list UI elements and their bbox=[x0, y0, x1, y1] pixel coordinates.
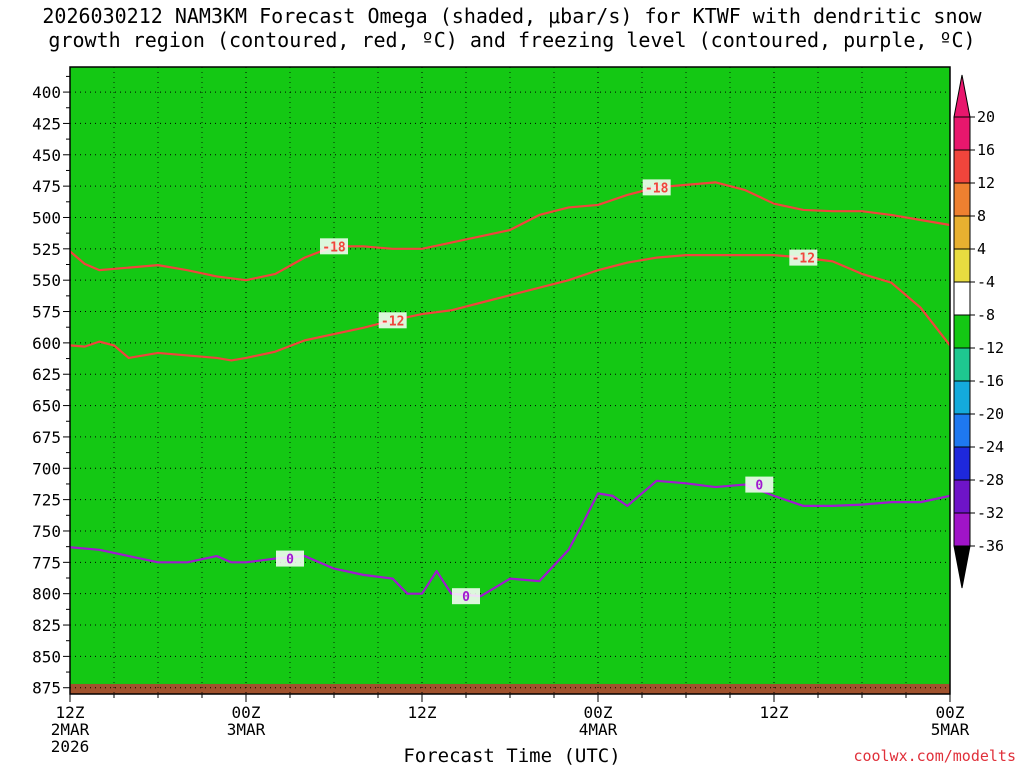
x-tick-label: 3MAR bbox=[227, 720, 266, 739]
contour-line bbox=[70, 181, 950, 282]
colorbar-top-cap bbox=[953, 74, 971, 118]
colorbar-segment bbox=[953, 182, 971, 217]
colorbar-label: -32 bbox=[977, 504, 1004, 522]
y-tick-label: 825 bbox=[32, 616, 61, 635]
colorbar-segment bbox=[953, 215, 971, 250]
y-tick-label: 450 bbox=[32, 146, 61, 165]
contour-label-bg bbox=[642, 179, 671, 196]
contour-line bbox=[70, 254, 950, 362]
omega-shade-cell bbox=[70, 67, 950, 594]
colorbar-label: -8 bbox=[977, 306, 995, 324]
y-tick-label: 550 bbox=[32, 271, 61, 290]
contour-label: -12 bbox=[381, 314, 404, 329]
y-tick-label: 700 bbox=[32, 459, 61, 478]
contour-lines-layer: -18 -18 -12 -12 0 0 0 bbox=[70, 179, 950, 605]
colorbar-segment bbox=[953, 314, 971, 349]
colorbar-segment bbox=[953, 149, 971, 184]
contour-line bbox=[70, 479, 950, 598]
contour-label-bg bbox=[745, 476, 774, 493]
title-line-2: growth region (contoured, red, ºC) and f… bbox=[48, 28, 976, 52]
colorbar-segment bbox=[953, 446, 971, 481]
colorbar-label: 8 bbox=[977, 207, 986, 225]
y-tick-label: 500 bbox=[32, 208, 61, 227]
chart-title: 2026030212 NAM3KM Forecast Omega (shaded… bbox=[0, 4, 1024, 52]
colorbar: 20 16 12 8 4 -4 -8 -12 -16 -20 -24 -28 -32 -36 bbox=[953, 74, 1004, 589]
y-tick-label: 800 bbox=[32, 585, 61, 604]
contour-label-bg bbox=[276, 550, 304, 567]
x-tick-label: 00Z bbox=[584, 703, 613, 722]
title-line-1: 2026030212 NAM3KM Forecast Omega (shaded… bbox=[42, 4, 982, 28]
x-tick-label: 2MAR bbox=[51, 720, 90, 739]
colorbar-label: 16 bbox=[977, 141, 995, 159]
x-tick-label: 12Z bbox=[760, 703, 789, 722]
colorbar-label: -36 bbox=[977, 537, 1004, 555]
colorbar-bottom-cap bbox=[953, 545, 971, 589]
colorbar-label: -4 bbox=[977, 273, 995, 291]
colorbar-segment bbox=[953, 413, 971, 448]
y-tick-label: 750 bbox=[32, 522, 61, 541]
y-tick-label: 725 bbox=[32, 491, 61, 510]
contour-label-bg bbox=[378, 312, 407, 329]
contour-label: 0 bbox=[755, 479, 763, 494]
colorbar-segment bbox=[953, 512, 971, 547]
colorbar-label: -24 bbox=[977, 438, 1004, 456]
colorbar-segment bbox=[953, 347, 971, 382]
y-tick-label: 625 bbox=[32, 365, 61, 384]
x-tick-label: 5MAR bbox=[931, 720, 970, 739]
y-axis: 400 425 450 475 500 525 550 575 600 625 650 675 700 7… bbox=[32, 75, 70, 698]
x-tick-label: 12Z bbox=[56, 703, 85, 722]
x-axis-label: Forecast Time (UTC) bbox=[403, 745, 621, 767]
y-tick-label: 475 bbox=[32, 177, 61, 196]
y-tick-label: 775 bbox=[32, 553, 61, 572]
y-tick-label: 575 bbox=[32, 303, 61, 322]
contour-label: -18 bbox=[645, 181, 669, 196]
colorbar-label: 12 bbox=[977, 174, 995, 192]
contour-label-bg bbox=[320, 238, 348, 255]
colorbar-label: 4 bbox=[977, 240, 986, 258]
contour-label: 0 bbox=[286, 553, 294, 568]
y-tick-label: 400 bbox=[32, 83, 61, 102]
colorbar-label: -16 bbox=[977, 372, 1004, 390]
contour-label: 0 bbox=[462, 590, 470, 605]
y-tick-label: 675 bbox=[32, 428, 61, 447]
credit-link[interactable]: coolwx.com/modelts bbox=[853, 747, 1016, 765]
colorbar-segment bbox=[953, 248, 971, 283]
y-tick-label: 425 bbox=[32, 114, 61, 133]
colorbar-label: 20 bbox=[977, 108, 995, 126]
x-tick-label: 12Z bbox=[408, 703, 437, 722]
contour-label-bg bbox=[452, 588, 480, 605]
colorbar-segment bbox=[953, 479, 971, 514]
y-tick-label: 600 bbox=[32, 334, 61, 353]
x-tick-label: 00Z bbox=[232, 703, 261, 722]
omega-shading-layer bbox=[70, 67, 950, 694]
x-tick-label: 00Z bbox=[936, 703, 965, 722]
y-tick-label: 875 bbox=[32, 679, 61, 698]
colorbar-label: -28 bbox=[977, 471, 1004, 489]
y-tick-label: 850 bbox=[32, 647, 61, 666]
grid-lines bbox=[70, 67, 950, 694]
contour-label: -18 bbox=[322, 240, 346, 255]
colorbar-segment bbox=[953, 380, 971, 415]
colorbar-label: -20 bbox=[977, 405, 1004, 423]
contour-label: -12 bbox=[792, 252, 815, 267]
x-tick-label: 2026 bbox=[51, 737, 90, 756]
terrain-ground bbox=[70, 683, 950, 694]
y-tick-label: 650 bbox=[32, 397, 61, 416]
colorbar-segment bbox=[953, 281, 971, 316]
colorbar-segment bbox=[953, 116, 971, 151]
contour-label-bg bbox=[789, 249, 818, 266]
x-tick-label: 4MAR bbox=[579, 720, 618, 739]
y-tick-label: 525 bbox=[32, 240, 61, 259]
colorbar-label: -12 bbox=[977, 339, 1004, 357]
